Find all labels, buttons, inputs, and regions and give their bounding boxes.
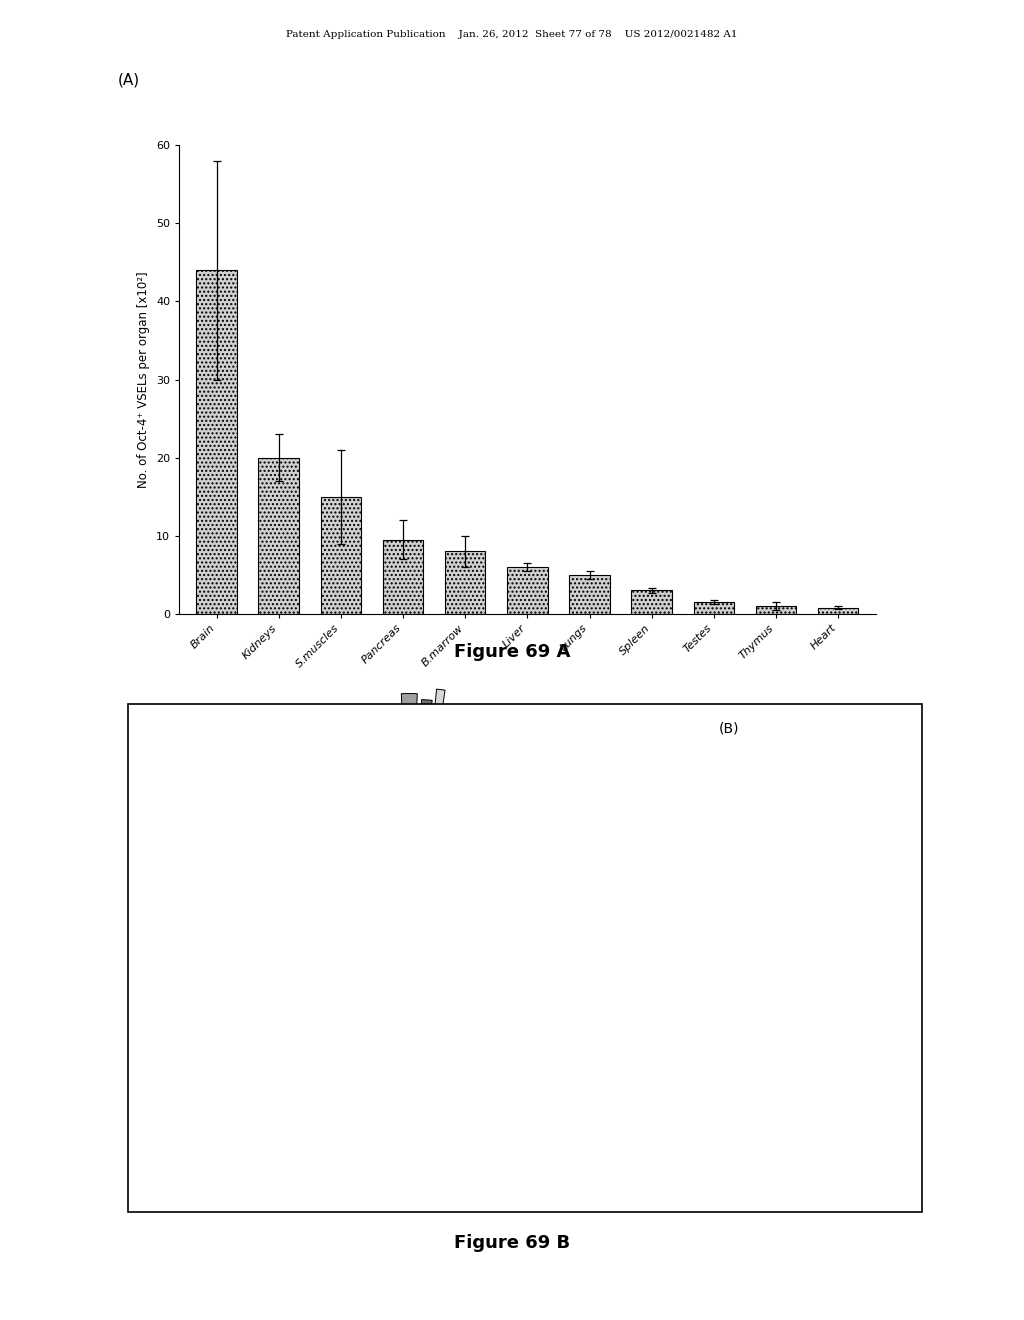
Text: Oct-4⁺ VSELs: Oct-4⁺ VSELs — [364, 948, 456, 960]
Y-axis label: No. of Oct-4⁺ VSELs per organ [x10²]: No. of Oct-4⁺ VSELs per organ [x10²] — [137, 271, 151, 488]
Bar — [692, 1107, 719, 1131]
Text: 16.7%: 16.7% — [425, 1106, 464, 1117]
Wedge shape — [310, 738, 394, 902]
Wedge shape — [421, 689, 445, 853]
Text: 7.9%: 7.9% — [244, 1010, 274, 1020]
Bar — [321, 496, 361, 614]
Text: Figure 69 A: Figure 69 A — [454, 643, 570, 661]
Bar — [693, 602, 734, 614]
Bar — [692, 817, 719, 841]
Bar — [507, 568, 548, 614]
Bar — [692, 734, 719, 759]
Text: ■Liver: ■Liver — [727, 949, 763, 958]
Text: 12.8%: 12.8% — [290, 1080, 329, 1090]
Bar — [692, 1024, 719, 1048]
Text: (B): (B) — [719, 721, 739, 735]
Bar — [569, 574, 609, 614]
Text: ■Spleen: ■Spleen — [727, 1031, 772, 1041]
Bar — [818, 607, 858, 614]
Text: 4.2%: 4.2% — [309, 814, 336, 824]
Wedge shape — [401, 693, 417, 858]
Bar — [445, 552, 485, 614]
Text: Figure 69 B: Figure 69 B — [454, 1234, 570, 1253]
Text: 7.1%: 7.1% — [237, 929, 267, 940]
Bar — [692, 900, 719, 924]
Bar — [383, 540, 423, 614]
Wedge shape — [367, 738, 406, 903]
Bar — [692, 859, 719, 883]
Wedge shape — [414, 763, 602, 1115]
Text: ■Pancreas: ■Pancreas — [727, 866, 783, 876]
Bar — [692, 776, 719, 800]
Bar — [692, 983, 719, 1007]
Text: ■B. marrow: ■B. marrow — [727, 907, 791, 917]
Bar — [692, 941, 719, 966]
Text: ■S. muscles: ■S. muscles — [727, 825, 793, 834]
Text: 5.6%: 5.6% — [276, 849, 303, 858]
Wedge shape — [159, 891, 325, 991]
Text: (A): (A) — [118, 73, 140, 87]
Text: ■Lungs: ■Lungs — [727, 990, 768, 1001]
Bar — [632, 590, 672, 614]
Wedge shape — [189, 800, 352, 923]
Wedge shape — [182, 987, 356, 1148]
Bar — [258, 458, 299, 614]
Text: ■Kidneys: ■Kidneys — [727, 783, 778, 793]
Bar — [692, 1067, 719, 1090]
Text: ■Brain: ■Brain — [727, 742, 765, 751]
Text: ■Heart: ■Heart — [727, 1156, 766, 1166]
Bar — [197, 271, 237, 614]
Text: ■Thymus: ■Thymus — [727, 1114, 778, 1125]
Bar — [756, 606, 797, 614]
Text: 4.8%: 4.8% — [486, 771, 517, 781]
Text: Patent Application Publication    Jan. 26, 2012  Sheet 77 of 78    US 2012/00214: Patent Application Publication Jan. 26, … — [287, 30, 737, 40]
Wedge shape — [312, 978, 514, 1146]
Wedge shape — [248, 755, 375, 907]
Bar — [692, 1148, 719, 1173]
Wedge shape — [415, 700, 432, 863]
Text: ■Testes: ■Testes — [727, 1073, 769, 1082]
